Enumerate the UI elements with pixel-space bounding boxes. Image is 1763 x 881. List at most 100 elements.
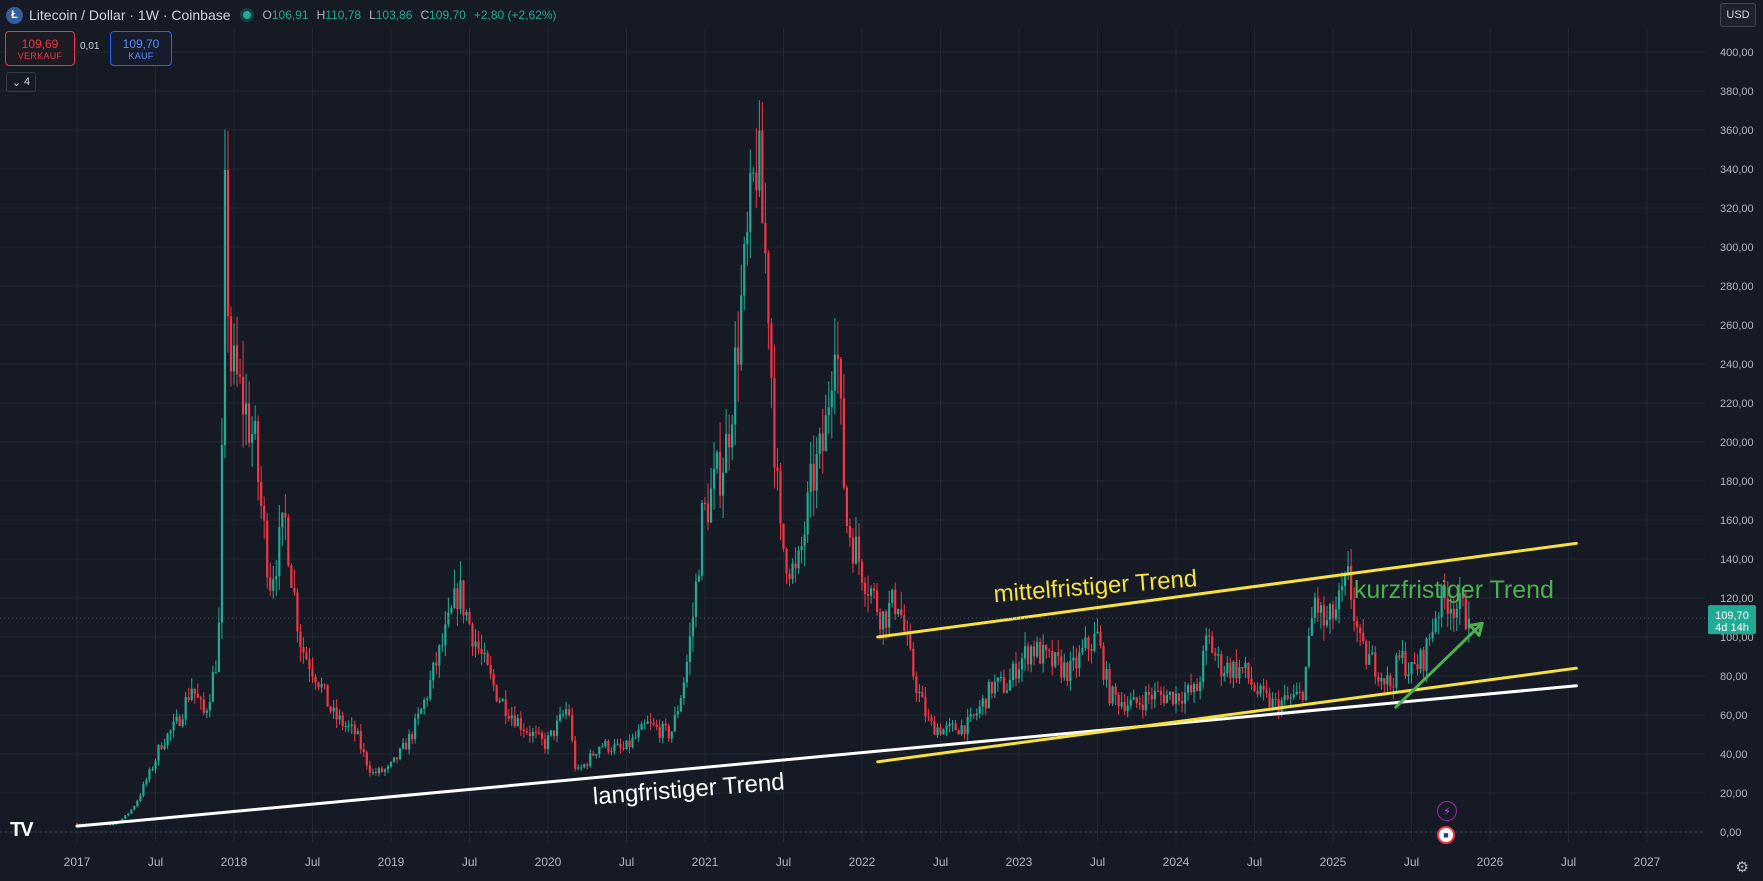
candle-down — [1102, 645, 1105, 680]
candle-up — [1126, 705, 1129, 712]
candle-down — [326, 684, 329, 707]
candle-up — [1165, 694, 1169, 703]
candle-down — [395, 757, 399, 760]
candle-down — [1039, 641, 1042, 664]
candle-up — [453, 588, 456, 608]
candle-down — [1350, 566, 1353, 600]
candle-down — [1189, 685, 1193, 693]
candle-up — [320, 684, 323, 688]
candle-up — [1023, 646, 1027, 659]
candle-down — [1220, 654, 1223, 677]
candle-down — [226, 170, 230, 317]
x-tick-label: 2018 — [221, 855, 248, 869]
candle-down — [1298, 691, 1301, 693]
lightning-icon[interactable]: ⚡ — [1437, 801, 1457, 821]
tradingview-logo-icon[interactable]: TV — [10, 819, 34, 841]
sell-button[interactable]: 109,69 VERKAUF — [5, 31, 75, 66]
indicators-toggle[interactable]: ⌄ 4 — [6, 72, 36, 92]
candle-up — [275, 576, 278, 580]
candle-down — [1211, 636, 1214, 653]
us-flag-icon[interactable]: ■ — [1437, 826, 1455, 844]
candle-down — [1208, 635, 1211, 637]
candle-up — [643, 723, 646, 725]
y-tick-label: 80,00 — [1720, 671, 1748, 683]
candle-up — [1036, 641, 1039, 657]
candle-up — [1419, 649, 1422, 670]
candle-up — [993, 681, 996, 694]
candle-down — [776, 467, 779, 471]
candle-down — [296, 592, 299, 632]
candle-down — [619, 743, 622, 748]
candle-up — [918, 691, 921, 694]
candle-down — [1359, 627, 1362, 633]
candle-down — [1114, 686, 1117, 695]
candle-up — [414, 718, 417, 740]
candle-down — [866, 594, 870, 596]
sell-label: VERKAUF — [17, 50, 63, 61]
candle-down — [543, 738, 547, 749]
candle-up — [1054, 652, 1057, 667]
candle-up — [969, 714, 972, 718]
candle-down — [1147, 691, 1150, 696]
candle-down — [607, 740, 610, 752]
high-label: H — [316, 8, 326, 22]
candle-up — [1244, 662, 1247, 669]
buy-button[interactable]: 109,70 KAUF — [110, 31, 172, 66]
candle-up — [1328, 604, 1332, 621]
candle-up — [157, 745, 160, 761]
candle-up — [420, 708, 423, 714]
candle-up — [746, 231, 749, 245]
candle-up — [483, 652, 486, 655]
candle-up — [383, 769, 387, 772]
candle-down — [1404, 650, 1407, 677]
candle-down — [362, 749, 365, 753]
candle-up — [685, 662, 688, 683]
candle-up — [731, 424, 734, 448]
candle-down — [1075, 657, 1078, 669]
candle-up — [151, 769, 154, 771]
candle-up — [637, 729, 640, 738]
candle-up — [1410, 662, 1413, 675]
candle-up — [966, 717, 969, 735]
candle-up — [332, 707, 335, 712]
currency-selector[interactable]: USD — [1720, 3, 1756, 27]
candle-down — [513, 715, 516, 727]
candle-up — [148, 769, 151, 780]
candle-down — [655, 724, 658, 727]
candle-up — [386, 766, 390, 770]
candle-up — [1289, 697, 1292, 699]
candle-up — [809, 463, 812, 493]
candle-down — [287, 517, 290, 566]
candle-up — [752, 172, 755, 174]
x-tick-label: Jul — [933, 855, 948, 869]
candle-up — [1334, 609, 1338, 620]
y-tick-label: 20,00 — [1720, 788, 1748, 800]
candle-down — [972, 714, 975, 716]
candle-down — [860, 561, 864, 583]
trend-line — [876, 541, 1578, 639]
candle-down — [199, 697, 202, 700]
candle-up — [1199, 682, 1202, 692]
candle-up — [565, 709, 568, 715]
x-tick-label: Jul — [776, 855, 791, 869]
candle-down — [788, 573, 791, 580]
candle-down — [779, 470, 782, 524]
candle-up — [344, 726, 347, 728]
y-tick-label: 340,00 — [1720, 164, 1754, 176]
candle-up — [797, 550, 800, 569]
price-tag-value: 109,70 — [1715, 610, 1749, 622]
candle-down — [703, 502, 707, 504]
candle-up — [670, 731, 673, 739]
candle-up — [712, 468, 716, 489]
candle-up — [516, 718, 519, 727]
candle-up — [1271, 698, 1274, 708]
candle-up — [549, 730, 553, 736]
candle-up — [806, 492, 809, 535]
symbol-title[interactable]: Litecoin / Dollar · 1W · Coinbase — [29, 7, 231, 23]
candle-up — [800, 546, 803, 551]
candle-down — [1356, 621, 1359, 628]
candle-up — [1105, 668, 1108, 680]
candle-up — [1186, 685, 1190, 693]
gear-icon[interactable]: ⚙ — [1735, 859, 1749, 876]
